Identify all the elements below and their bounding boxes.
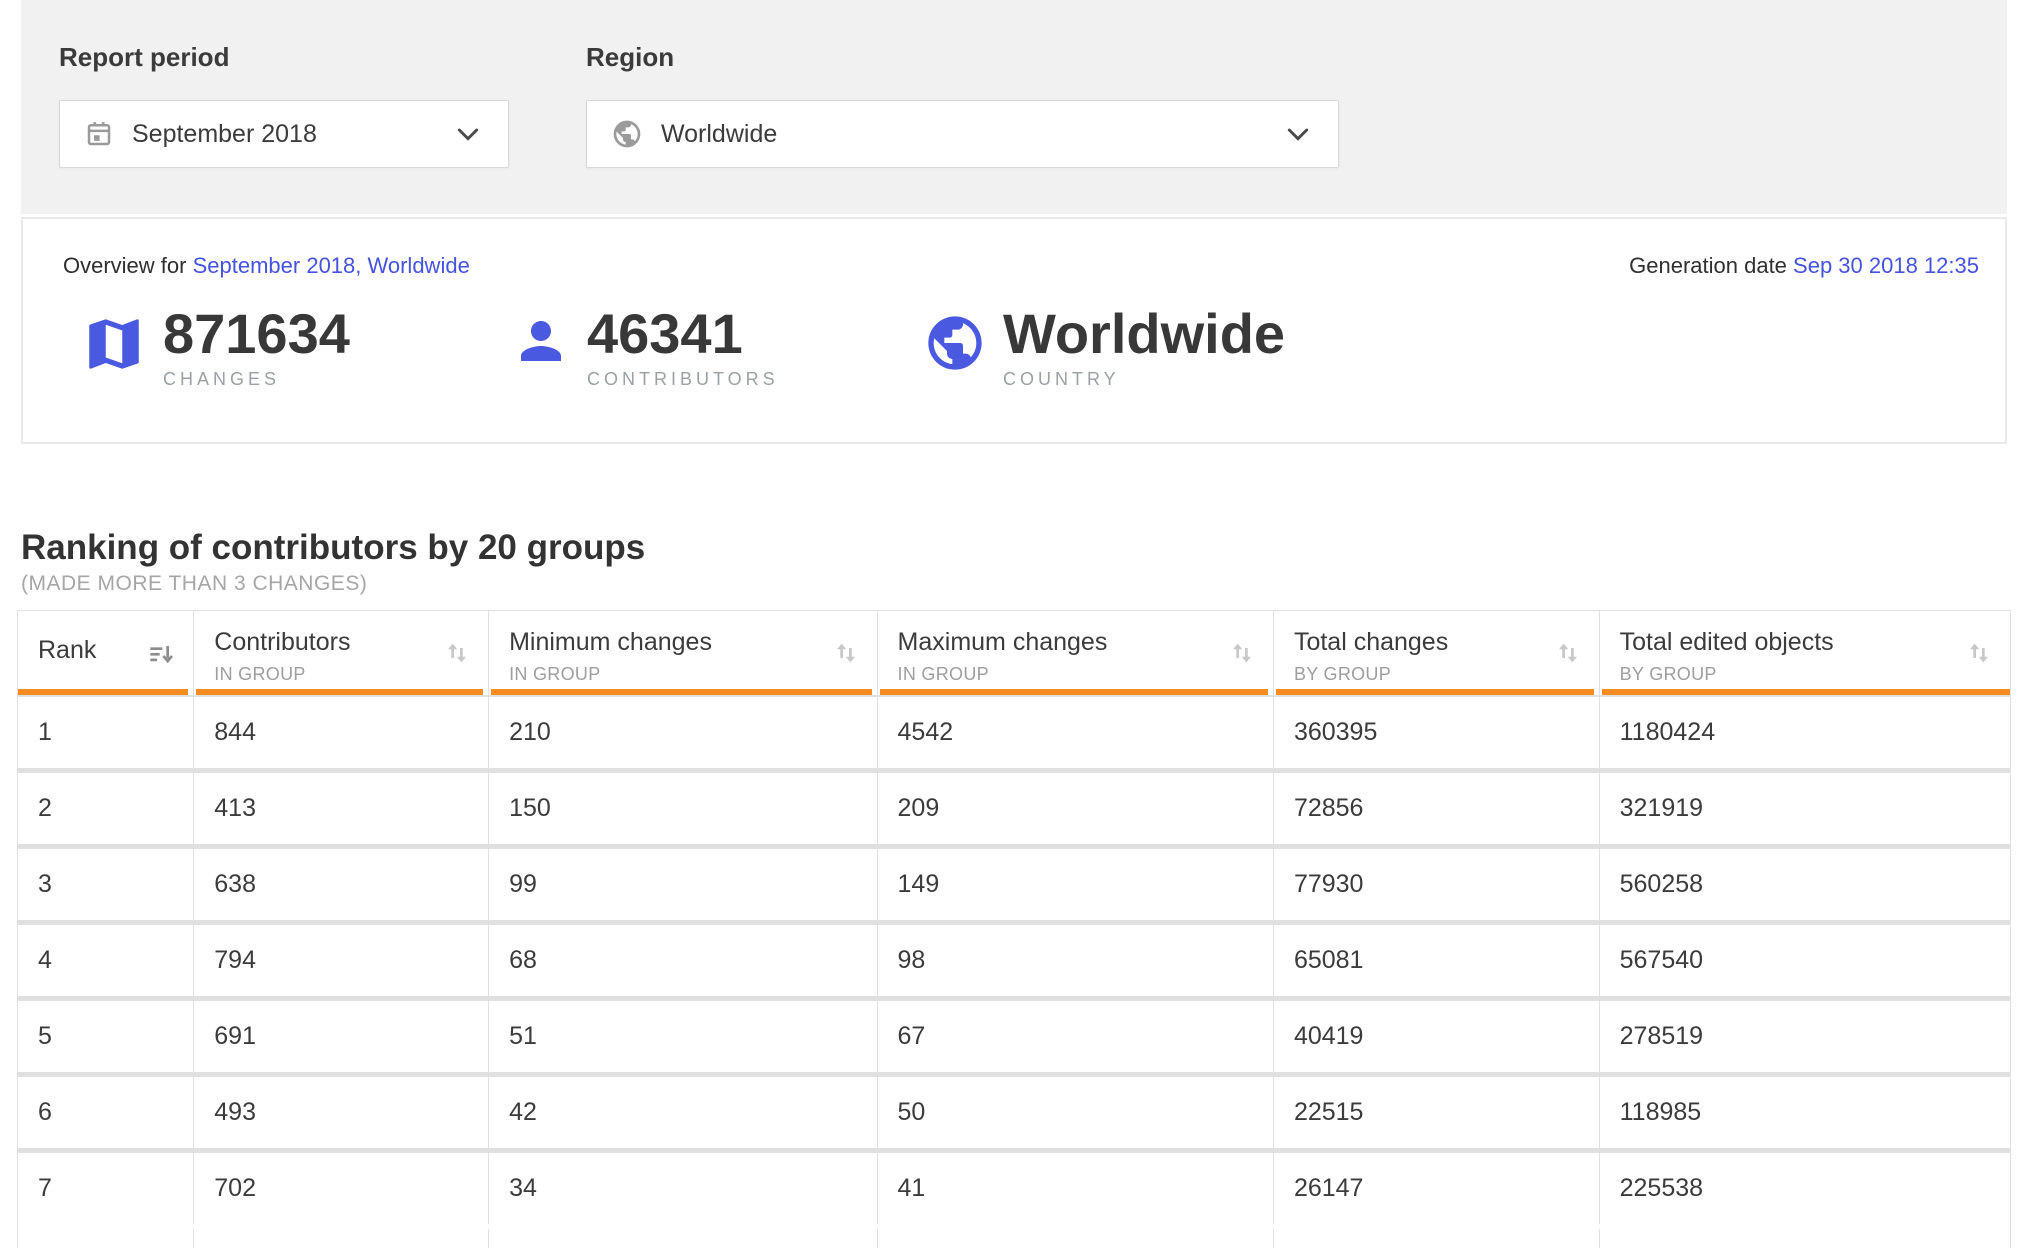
sort-updown-icon[interactable] [442, 638, 472, 673]
cell: 41 [878, 1153, 1274, 1224]
country-value: Worldwide [1003, 302, 1286, 365]
cell: 68 [489, 925, 878, 996]
country-label: COUNTRY [1003, 369, 1120, 389]
cell: 1180424 [1619, 718, 1716, 746]
cell: 691 [194, 1001, 490, 1072]
report-period-filter: Report period September 2018 [59, 42, 586, 214]
globe-icon [923, 311, 987, 375]
cell: 4 [18, 925, 195, 996]
report-period-label: Report period [59, 42, 230, 72]
cell: 42 [489, 1077, 878, 1148]
region-select[interactable]: Worldwide [586, 100, 1339, 168]
column-header-contributors[interactable]: Contributors IN GROUP [194, 611, 490, 695]
cell: 149 [878, 849, 1274, 920]
calendar-icon [84, 119, 114, 149]
sort-updown-icon[interactable] [831, 638, 861, 673]
region-filter: Region Worldwide [586, 42, 1339, 214]
column-header-rank[interactable]: Rank [18, 611, 195, 695]
overview-for-label: Overview for [63, 253, 187, 278]
page-title: Ranking of contributors by 20 groups [21, 528, 646, 567]
globe-icon [611, 118, 643, 150]
overview-panel: Overview for September 2018, Worldwide G… [21, 217, 2007, 444]
contributors-value: 46341 [587, 302, 743, 365]
overview-for-line: Overview for September 2018, Worldwide [63, 253, 470, 279]
region-label: Region [586, 42, 675, 72]
stat-changes: 871634 CHANGES [81, 305, 511, 390]
cell: 493 [194, 1077, 490, 1148]
cell: 65081 [1274, 925, 1600, 996]
cell: 2 [18, 773, 195, 844]
table-row: 3 638 99 149 77930 560258 [18, 849, 2010, 920]
cell: 560258 [1619, 870, 1704, 898]
column-header-total-changes[interactable]: Total changes BY GROUP [1274, 611, 1600, 695]
cell: 22515 [1274, 1077, 1600, 1148]
table-row: 5 691 51 67 40419 278519 [18, 1001, 2010, 1072]
cell: 34 [489, 1153, 878, 1224]
cell: 77930 [1274, 849, 1600, 920]
column-header-minimum-changes[interactable]: Minimum changes IN GROUP [489, 611, 878, 695]
sort-updown-icon[interactable] [1227, 638, 1257, 673]
cell: 4542 [878, 697, 1274, 768]
filter-bar: Report period September 2018 Region [21, 0, 2007, 214]
report-period-value: September 2018 [132, 119, 317, 148]
cell: 321919 [1619, 794, 1704, 822]
cell: 51 [489, 1001, 878, 1072]
sort-updown-icon[interactable] [1553, 638, 1583, 673]
table-row: 2 413 150 209 72856 321919 [18, 773, 2010, 844]
cell: 278519 [1619, 1022, 1704, 1050]
changes-value: 871634 [163, 302, 350, 365]
cell: 210 [489, 697, 878, 768]
cell: 5 [18, 1001, 195, 1072]
cell: 40419 [1274, 1001, 1600, 1072]
ranking-table: Rank Contributors IN GROUP Minimum chang… [17, 610, 2011, 1248]
generation-date-line: Generation date Sep 30 2018 12:35 [1629, 253, 1979, 279]
page-subtitle: (MADE MORE THAN 3 CHANGES) [21, 572, 368, 595]
cell: 7 [18, 1153, 195, 1224]
chevron-down-icon [452, 118, 484, 150]
cell: 638 [194, 849, 490, 920]
cell: 209 [878, 773, 1274, 844]
cell: 99 [489, 849, 878, 920]
cell: 118985 [1619, 1098, 1702, 1126]
generation-date-label: Generation date [1629, 253, 1787, 278]
table-row-partial [18, 1229, 2010, 1248]
column-header-maximum-changes[interactable]: Maximum changes IN GROUP [878, 611, 1274, 695]
sort-updown-icon[interactable] [1964, 638, 1994, 673]
cell: 72856 [1274, 773, 1600, 844]
cell: 360395 [1274, 697, 1600, 768]
cell: 6 [18, 1077, 195, 1148]
cell: 67 [878, 1001, 1274, 1072]
cell: 794 [194, 925, 490, 996]
cell: 98 [878, 925, 1274, 996]
sort-amount-desc-icon[interactable] [145, 638, 177, 675]
cell: 26147 [1274, 1153, 1600, 1224]
generation-date-value[interactable]: Sep 30 2018 12:35 [1793, 253, 1979, 278]
cell: 702 [194, 1153, 490, 1224]
cell: 1 [18, 697, 195, 768]
person-icon [511, 311, 571, 371]
table-row: 6 493 42 50 22515 118985 [18, 1077, 2010, 1148]
cell: 150 [489, 773, 878, 844]
stat-country: Worldwide COUNTRY [923, 305, 1285, 390]
table-row: 4 794 68 98 65081 567540 [18, 925, 2010, 996]
table-row: 7 702 34 41 26147 225538 [18, 1153, 2010, 1224]
stat-contributors: 46341 CONTRIBUTORS [511, 305, 923, 390]
changes-label: CHANGES [163, 369, 281, 389]
contributors-label: CONTRIBUTORS [587, 369, 779, 389]
report-period-select[interactable]: September 2018 [59, 100, 509, 168]
cell: 225538 [1619, 1174, 1704, 1202]
cell: 567540 [1619, 946, 1704, 974]
table-body: 1 844 210 4542 360395 1180424 2 413 150 209 72856 3… [18, 695, 2010, 1224]
column-header-total-edited-objects[interactable]: Total edited objects BY GROUP [1600, 611, 2011, 695]
overview-period-link[interactable]: September 2018, Worldwide [192, 253, 470, 278]
cell: 50 [878, 1077, 1274, 1148]
chevron-down-icon [1282, 118, 1314, 150]
table-row: 1 844 210 4542 360395 1180424 [18, 697, 2010, 768]
map-icon [81, 311, 147, 377]
region-value: Worldwide [661, 119, 778, 148]
cell: 413 [194, 773, 490, 844]
cell: 3 [18, 849, 195, 920]
cell: 844 [194, 697, 490, 768]
table-header: Rank Contributors IN GROUP Minimum chang… [18, 611, 2011, 695]
